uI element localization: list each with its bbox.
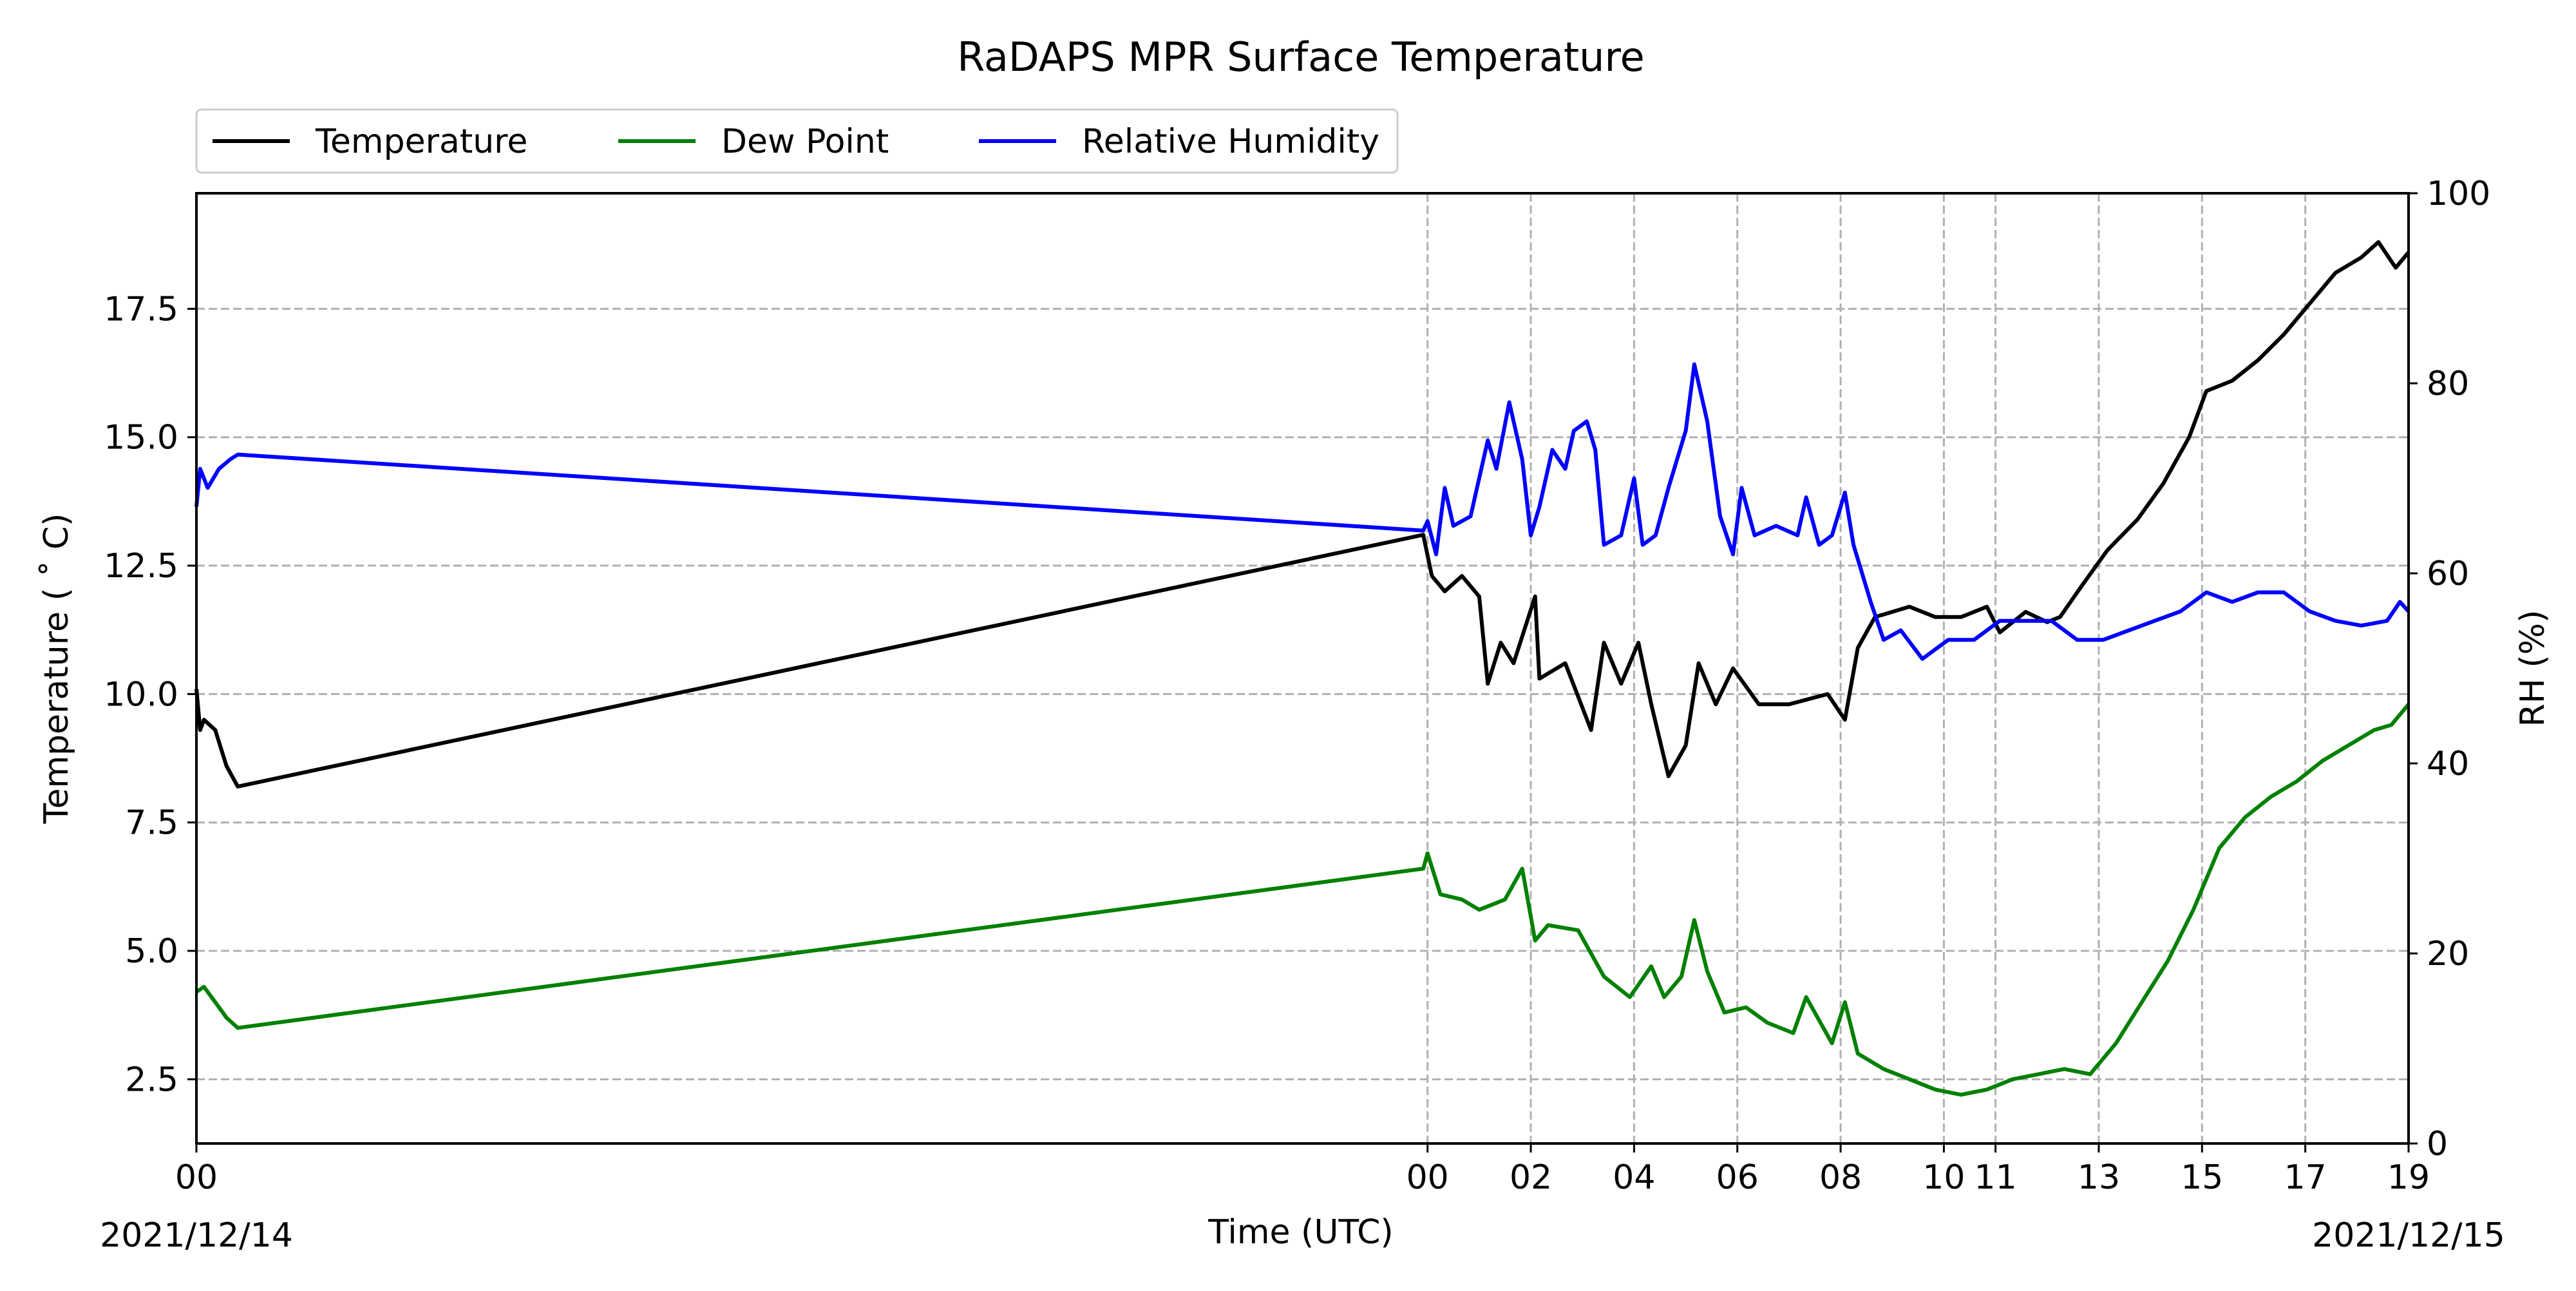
left-y-axis: 2.5 5.0 7.5 10.0 12.5 15.0 17.5	[104, 290, 196, 1099]
y-tick-label-right: 100	[2427, 175, 2490, 213]
y-tick-label-left: 15.0	[104, 419, 178, 457]
series-line-dew-point	[195, 703, 2410, 1097]
date-start-label: 2021/12/14	[100, 1216, 293, 1255]
x-tick-label: 00	[1406, 1158, 1449, 1197]
y-tick-label-left: 7.5	[125, 804, 178, 843]
y-tick-label-left: 2.5	[125, 1060, 178, 1099]
x-tick-label: 02	[1510, 1158, 1552, 1197]
left-y-axis-label: Temperature ( ˚ C)	[37, 513, 76, 825]
y-tick-label-right: 40	[2427, 745, 2469, 783]
chart-title: RaDAPS MPR Surface Temperature	[957, 33, 1645, 81]
x-axis: 00 00 02 04 06 08 10 11 13 15 17 19	[175, 1143, 2430, 1197]
y-tick-label-right: 20	[2427, 935, 2469, 973]
y-tick-label-left: 5.0	[125, 932, 178, 971]
x-tick-label: 04	[1613, 1158, 1655, 1197]
x-tick-label: 06	[1716, 1158, 1759, 1197]
plot-frame	[195, 192, 2410, 1145]
legend-label-dew-point: Dew Point	[721, 122, 889, 161]
y-tick-label-right: 0	[2427, 1125, 2448, 1163]
x-tick-label: 13	[2078, 1158, 2120, 1197]
legend-label-relative-humidity: Relative Humidity	[1082, 122, 1379, 161]
x-tick-label: 08	[1819, 1158, 1862, 1197]
legend-label-temperature: Temperature	[315, 122, 527, 161]
x-tick-label: 19	[2387, 1158, 2430, 1197]
y-tick-label-right: 60	[2427, 555, 2469, 593]
series-lines	[194, 240, 2410, 1097]
x-tick-label: 15	[2181, 1158, 2223, 1197]
x-tick-label: 10	[1922, 1158, 1965, 1197]
x-axis-label: Time (UTC)	[1208, 1213, 1393, 1252]
y-tick-label-left: 10.0	[104, 675, 178, 714]
y-tick-label-left: 12.5	[104, 547, 178, 586]
legend: Temperature Dew Point Relative Humidity	[195, 108, 1399, 174]
x-tick-label: 11	[1975, 1158, 2017, 1197]
date-end-label: 2021/12/15	[2312, 1216, 2505, 1255]
right-y-axis: 0 20 40 60 80 100	[2409, 175, 2490, 1163]
y-tick-label-right: 80	[2427, 365, 2469, 403]
y-tick-label-left: 17.5	[104, 290, 178, 329]
legend-frame	[195, 108, 1399, 174]
x-tick-label: 00	[175, 1158, 218, 1197]
right-y-axis-label: RH (%)	[2514, 610, 2552, 727]
series-line-temperature	[194, 240, 2410, 789]
x-tick-label: 17	[2284, 1158, 2327, 1197]
series-line-relative-humidity	[194, 362, 2410, 661]
grid-lines	[196, 193, 2409, 1143]
